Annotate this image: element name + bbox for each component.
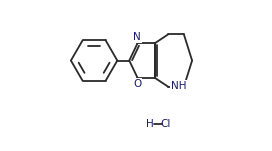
- Text: N: N: [133, 32, 141, 42]
- Text: O: O: [133, 79, 141, 89]
- Text: NH: NH: [171, 81, 186, 91]
- Text: H: H: [146, 119, 154, 129]
- Text: Cl: Cl: [161, 119, 171, 129]
